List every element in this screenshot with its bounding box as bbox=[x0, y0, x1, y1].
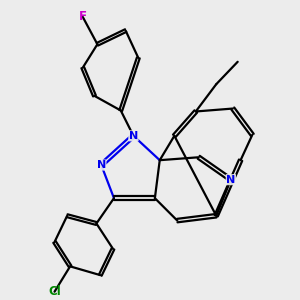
Text: Cl: Cl bbox=[48, 285, 61, 298]
Text: N: N bbox=[97, 160, 106, 170]
Text: N: N bbox=[226, 175, 236, 185]
Text: N: N bbox=[129, 131, 138, 141]
Text: F: F bbox=[79, 11, 87, 23]
